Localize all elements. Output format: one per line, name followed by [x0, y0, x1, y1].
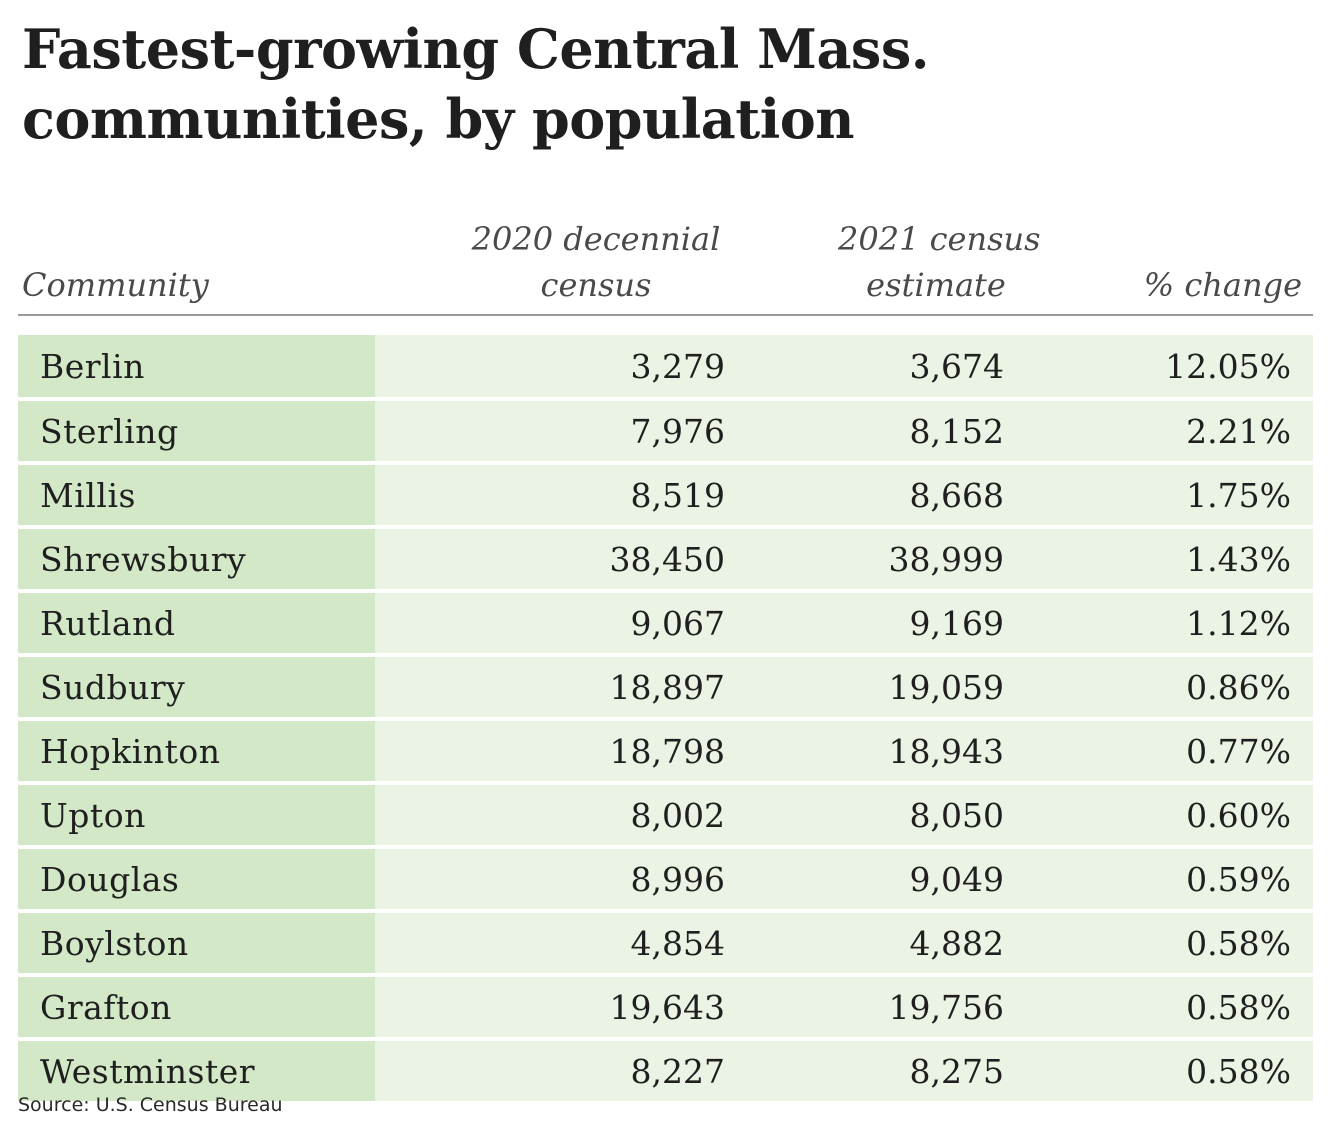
community-cell: Westminster: [18, 1041, 375, 1101]
percent-change-cell: 1.12%: [1186, 603, 1291, 643]
community-cell: Rutland: [18, 593, 375, 653]
percent-change-cell: 0.77%: [1186, 731, 1291, 771]
percent-change-cell: 0.60%: [1186, 795, 1291, 835]
estimate-2021-cell: 3,674: [909, 346, 1004, 386]
community-cell: Millis: [18, 465, 375, 525]
chart-title-line-1: Fastest-growing Central Mass.: [22, 17, 930, 81]
value-cells-group: 3,279 3,674 12.05%: [375, 335, 1313, 397]
table-row: Hopkinton 18,798 18,943 0.77%: [18, 721, 1313, 781]
percent-change-cell: 1.43%: [1186, 539, 1291, 579]
chart-title-line-2: communities, by population: [22, 87, 855, 151]
value-cells-group: 9,067 9,169 1.12%: [375, 593, 1313, 653]
estimate-2021-cell: 8,668: [909, 475, 1004, 515]
row-separator: [18, 909, 1313, 913]
column-header-2020-census-line-2: census: [540, 266, 652, 304]
community-cell: Hopkinton: [18, 721, 375, 781]
community-cell: Sudbury: [18, 657, 375, 717]
row-separator: [18, 717, 1313, 721]
table-row: Berlin 3,279 3,674 12.05%: [18, 335, 1313, 397]
percent-change-cell: 2.21%: [1186, 411, 1291, 451]
census-2020-cell: 4,854: [630, 923, 725, 963]
percent-change-cell: 12.05%: [1165, 346, 1291, 386]
estimate-2021-cell: 4,882: [909, 923, 1004, 963]
row-separator: [18, 589, 1313, 593]
estimate-2021-cell: 18,943: [888, 731, 1004, 771]
community-cell: Upton: [18, 785, 375, 845]
column-header-2021-estimate-line-1: 2021 census: [838, 220, 1041, 258]
census-2020-cell: 3,279: [630, 346, 725, 386]
estimate-2021-cell: 8,050: [909, 795, 1004, 835]
table-row: Westminster 8,227 8,275 0.58%: [18, 1041, 1313, 1101]
community-cell: Sterling: [18, 401, 375, 461]
value-cells-group: 8,227 8,275 0.58%: [375, 1041, 1313, 1101]
estimate-2021-cell: 8,275: [909, 1051, 1004, 1091]
percent-change-cell: 0.86%: [1186, 667, 1291, 707]
header-divider: [18, 314, 1313, 316]
value-cells-group: 38,450 38,999 1.43%: [375, 529, 1313, 589]
table-row: Boylston 4,854 4,882 0.58%: [18, 913, 1313, 973]
census-2020-cell: 18,897: [609, 667, 725, 707]
column-header-community: Community: [22, 262, 209, 308]
row-separator: [18, 973, 1313, 977]
community-cell: Douglas: [18, 849, 375, 909]
census-2020-cell: 8,002: [630, 795, 725, 835]
census-2020-cell: 7,976: [630, 411, 725, 451]
percent-change-cell: 0.58%: [1186, 987, 1291, 1027]
value-cells-group: 19,643 19,756 0.58%: [375, 977, 1313, 1037]
row-separator: [18, 781, 1313, 785]
row-separator: [18, 653, 1313, 657]
row-separator: [18, 525, 1313, 529]
row-separator: [18, 397, 1313, 401]
community-cell: Berlin: [18, 335, 375, 397]
value-cells-group: 18,798 18,943 0.77%: [375, 721, 1313, 781]
table-row: Rutland 9,067 9,169 1.12%: [18, 593, 1313, 653]
table-row: Millis 8,519 8,668 1.75%: [18, 465, 1313, 525]
row-separator: [18, 1037, 1313, 1041]
row-separator: [18, 845, 1313, 849]
column-header-community-line-1: Community: [22, 266, 209, 304]
table-row: Douglas 8,996 9,049 0.59%: [18, 849, 1313, 909]
census-2020-cell: 38,450: [609, 539, 725, 579]
estimate-2021-cell: 9,169: [909, 603, 1004, 643]
community-cell: Boylston: [18, 913, 375, 973]
table-row: Upton 8,002 8,050 0.60%: [18, 785, 1313, 845]
column-header-2021-estimate: 2021 census estimate: [838, 216, 1041, 308]
value-cells-group: 7,976 8,152 2.21%: [375, 401, 1313, 461]
value-cells-group: 4,854 4,882 0.58%: [375, 913, 1313, 973]
census-2020-cell: 9,067: [630, 603, 725, 643]
estimate-2021-cell: 19,059: [888, 667, 1004, 707]
value-cells-group: 8,996 9,049 0.59%: [375, 849, 1313, 909]
column-header-2020-census: 2020 decennial census: [470, 216, 722, 308]
table-row: Sterling 7,976 8,152 2.21%: [18, 401, 1313, 461]
estimate-2021-cell: 9,049: [909, 859, 1004, 899]
chart-title: Fastest-growing Central Mass. communitie…: [22, 14, 1312, 154]
estimate-2021-cell: 19,756: [888, 987, 1004, 1027]
table-row: Grafton 19,643 19,756 0.58%: [18, 977, 1313, 1037]
value-cells-group: 18,897 19,059 0.86%: [375, 657, 1313, 717]
census-2020-cell: 18,798: [609, 731, 725, 771]
row-separator: [18, 461, 1313, 465]
community-cell: Shrewsbury: [18, 529, 375, 589]
column-header-percent-change: % change: [1100, 262, 1302, 308]
percent-change-cell: 0.58%: [1186, 923, 1291, 963]
percent-change-cell: 0.59%: [1186, 859, 1291, 899]
census-2020-cell: 8,996: [630, 859, 725, 899]
table-row: Sudbury 18,897 19,059 0.86%: [18, 657, 1313, 717]
source-note: Source: U.S. Census Bureau: [18, 1094, 283, 1116]
table-row: Shrewsbury 38,450 38,999 1.43%: [18, 529, 1313, 589]
census-2020-cell: 8,519: [630, 475, 725, 515]
percent-change-cell: 1.75%: [1186, 475, 1291, 515]
community-cell: Grafton: [18, 977, 375, 1037]
census-2020-cell: 19,643: [609, 987, 725, 1027]
percent-change-cell: 0.58%: [1186, 1051, 1291, 1091]
estimate-2021-cell: 38,999: [888, 539, 1004, 579]
census-2020-cell: 8,227: [630, 1051, 725, 1091]
column-header-2020-census-line-1: 2020 decennial: [471, 220, 721, 258]
value-cells-group: 8,002 8,050 0.60%: [375, 785, 1313, 845]
column-header-2021-estimate-line-2: estimate: [866, 266, 1006, 304]
estimate-2021-cell: 8,152: [909, 411, 1004, 451]
value-cells-group: 8,519 8,668 1.75%: [375, 465, 1313, 525]
column-header-percent-change-line-1: % change: [1143, 266, 1302, 304]
data-table-body: Berlin 3,279 3,674 12.05% Sterling 7,976 8,152…: [18, 335, 1313, 1101]
